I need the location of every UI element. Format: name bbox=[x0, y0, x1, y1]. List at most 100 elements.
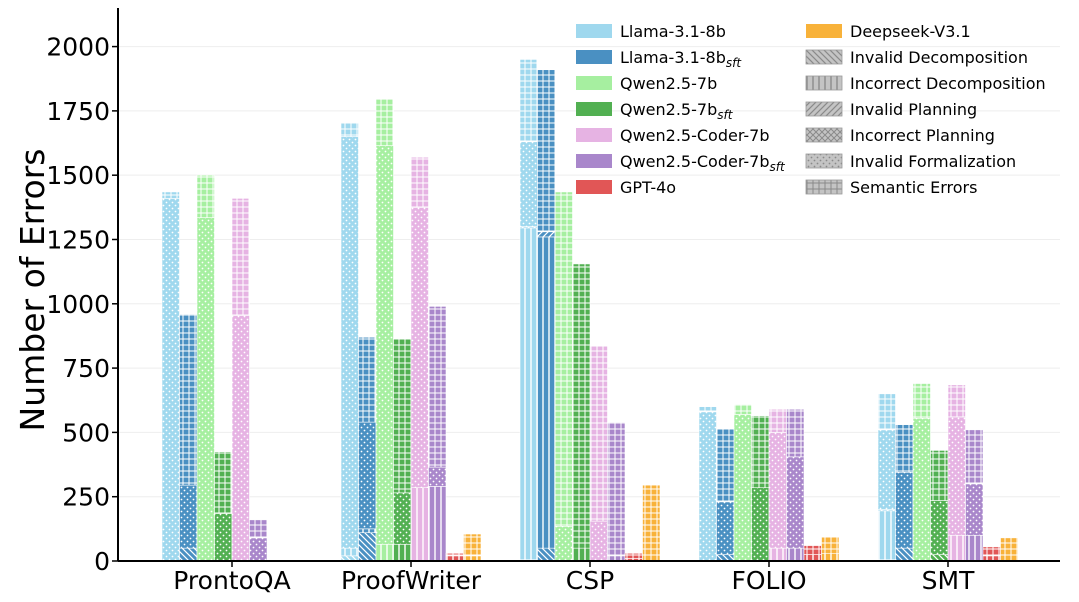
y-tick-label: 1500 bbox=[46, 161, 110, 190]
axes: 0 250 500 750 1000 1250 1500 1750 2000 ProntoQA Pr… bbox=[46, 8, 1060, 595]
legend-swatch bbox=[576, 24, 612, 38]
x-tick-label-smt: SMT bbox=[922, 566, 975, 595]
bar-segment-Qwen2.5-Coder-7b_sft-ProntoQA-semantic-errors bbox=[249, 519, 268, 539]
bar-segment-Qwen2.5-7b_sft-ProofWriter-invalid-formalization bbox=[393, 492, 412, 545]
bar-segment-Qwen2.5-Coder-7b-ProofWriter-incorrect-decomposition bbox=[410, 487, 429, 562]
bar-segment-Qwen2.5-7b_sft-FOLIO-semantic-errors bbox=[751, 415, 770, 488]
legend-label: Incorrect Planning bbox=[850, 126, 995, 145]
bar-segment-Deepseek-V3.1-ProofWriter-semantic-errors bbox=[463, 533, 482, 557]
legend-label: Invalid Decomposition bbox=[850, 48, 1028, 67]
legend-item-qwen2.5-7b_sft: Qwen2.5-7bsft bbox=[576, 100, 734, 122]
bar-segment-Llama-3.1-8b-CSP-invalid-formalization bbox=[519, 141, 538, 227]
bar-segment-Qwen2.5-Coder-7b-ProofWriter-semantic-errors bbox=[410, 156, 429, 208]
bar-segment-Qwen2.5-7b-CSP-invalid-formalization bbox=[554, 525, 573, 562]
bar-segment-Llama-3.1-8b_sft-CSP-semantic-errors bbox=[537, 69, 556, 233]
legend-item-gpt-4o: GPT-4o bbox=[576, 178, 676, 197]
bar-segment-Qwen2.5-7b_sft-SMT-invalid-formalization bbox=[930, 500, 949, 555]
legend-swatch bbox=[805, 49, 843, 65]
bar-segment-Llama-3.1-8b-ProntoQA-invalid-formalization bbox=[161, 198, 180, 562]
y-tick-label: 500 bbox=[62, 418, 110, 447]
y-tick-label: 250 bbox=[62, 483, 110, 512]
bar-segment-Qwen2.5-7b-ProntoQA-semantic-errors bbox=[196, 174, 215, 218]
bar-segment-Qwen2.5-7b-ProofWriter-incorrect-decomposition bbox=[375, 543, 394, 562]
bar-segment-Qwen2.5-Coder-7b-ProofWriter-invalid-formalization bbox=[410, 207, 429, 488]
legend-label: Llama-3.1-8b bbox=[620, 22, 726, 41]
legend-item-qwen2.5-coder-7b_sft: Qwen2.5-Coder-7bsft bbox=[576, 152, 786, 174]
bar-segment-Qwen2.5-7b_sft-ProofWriter-incorrect-decomposition bbox=[393, 543, 412, 562]
bar-segment-Qwen2.5-7b-FOLIO-invalid-formalization bbox=[733, 414, 752, 562]
bar-segment-Qwen2.5-Coder-7b-ProntoQA-semantic-errors bbox=[231, 198, 250, 316]
y-tick-label: 1250 bbox=[46, 225, 110, 254]
bar-segment-Llama-3.1-8b_sft-SMT-invalid-formalization bbox=[895, 471, 914, 549]
bar-segment-Deepseek-V3.1-CSP-semantic-errors bbox=[642, 484, 661, 562]
legend-swatch bbox=[805, 101, 843, 117]
legend-swatch bbox=[576, 50, 612, 64]
bar-segment-Llama-3.1-8b-CSP-incorrect-decomposition bbox=[519, 227, 538, 561]
bar-segment-Llama-3.1-8b-SMT-invalid-formalization bbox=[877, 429, 896, 510]
bar-segment-Llama-3.1-8b_sft-CSP-invalid-planning bbox=[537, 231, 556, 238]
legend-swatch bbox=[805, 153, 843, 169]
legend-label: Invalid Formalization bbox=[850, 152, 1016, 171]
y-axis-label: Number of Errors bbox=[13, 149, 52, 432]
x-tick-label-folio: FOLIO bbox=[731, 566, 806, 595]
bar-segment-Llama-3.1-8b_sft-ProntoQA-semantic-errors bbox=[179, 313, 198, 486]
legend-label: Qwen2.5-7b bbox=[620, 74, 717, 93]
legend-label: Semantic Errors bbox=[850, 178, 977, 197]
legend-item-incorrect-decomposition: Incorrect Decomposition bbox=[805, 74, 1046, 93]
bar-segment-Deepseek-V3.1-SMT-semantic-errors bbox=[1000, 537, 1019, 562]
legend-swatch bbox=[576, 180, 612, 194]
bar-segment-Qwen2.5-Coder-7b_sft-FOLIO-incorrect-decomposition bbox=[786, 547, 805, 562]
legend-swatch bbox=[576, 128, 612, 142]
bar-segment-Llama-3.1-8b-ProofWriter-invalid-formalization bbox=[340, 136, 359, 549]
bar-segment-Llama-3.1-8b_sft-FOLIO-semantic-errors bbox=[716, 428, 735, 503]
bar-segment-Qwen2.5-7b_sft-ProntoQA-invalid-formalization bbox=[214, 513, 233, 562]
bar-segment-Qwen2.5-Coder-7b_sft-ProofWriter-semantic-errors bbox=[428, 306, 447, 468]
legend-item-qwen2.5-coder-7b: Qwen2.5-Coder-7b bbox=[576, 126, 770, 145]
legend-label: GPT-4o bbox=[620, 178, 676, 197]
bar-segment-Llama-3.1-8b-ProntoQA-semantic-errors bbox=[161, 191, 180, 199]
legend-item-llama-3.1-8b_sft: Llama-3.1-8bsft bbox=[576, 48, 742, 70]
bar-segment-Qwen2.5-Coder-7b-FOLIO-incorrect-decomposition bbox=[768, 547, 787, 562]
bar-segment-Qwen2.5-7b_sft-FOLIO-invalid-formalization bbox=[751, 487, 770, 562]
bar-segment-Qwen2.5-Coder-7b-FOLIO-semantic-errors bbox=[768, 408, 787, 433]
bar-segment-Llama-3.1-8b_sft-SMT-invalid-decomposition bbox=[895, 547, 914, 562]
bar-segment-Qwen2.5-7b-CSP-semantic-errors bbox=[554, 191, 573, 527]
legend-swatch bbox=[805, 179, 843, 195]
legend-item-semantic-errors: Semantic Errors bbox=[805, 178, 977, 197]
legend-item-deepseek-v3.1: Deepseek-V3.1 bbox=[806, 22, 971, 41]
bar-segment-Llama-3.1-8b_sft-ProntoQA-invalid-decomposition bbox=[179, 547, 198, 562]
bar-segment-Qwen2.5-Coder-7b-CSP-semantic-errors bbox=[589, 345, 608, 522]
bar-segment-Qwen2.5-Coder-7b_sft-SMT-semantic-errors bbox=[965, 429, 984, 485]
bar-segment-Qwen2.5-Coder-7b_sft-SMT-incorrect-decomposition bbox=[965, 534, 984, 562]
legend-label: Qwen2.5-Coder-7b bbox=[620, 126, 770, 145]
x-tick-label-proofwriter: ProofWriter bbox=[341, 566, 482, 595]
y-tick-label: 750 bbox=[62, 354, 110, 383]
y-tick-label: 2000 bbox=[46, 33, 110, 62]
legend-label: Incorrect Decomposition bbox=[850, 74, 1046, 93]
bar-segment-Llama-3.1-8b-FOLIO-semantic-errors bbox=[698, 406, 717, 413]
bar-segment-Llama-3.1-8b-CSP-semantic-errors bbox=[519, 59, 538, 143]
legend-item-incorrect-planning: Incorrect Planning bbox=[805, 126, 995, 145]
legend-swatch bbox=[576, 102, 612, 116]
bar-segment-Qwen2.5-7b-SMT-semantic-errors bbox=[912, 383, 931, 419]
bar-segment-Llama-3.1-8b_sft-CSP-invalid-decomposition bbox=[537, 547, 556, 562]
legend-swatch bbox=[805, 127, 843, 143]
bar-segment-Qwen2.5-7b-ProntoQA-invalid-formalization bbox=[196, 217, 215, 562]
bar-segment-Llama-3.1-8b_sft-FOLIO-invalid-formalization bbox=[716, 501, 735, 555]
legend-swatch bbox=[576, 76, 612, 90]
bar-segment-Qwen2.5-7b-ProofWriter-semantic-errors bbox=[375, 99, 394, 146]
bar-segment-Qwen2.5-7b-ProofWriter-invalid-formalization bbox=[375, 145, 394, 545]
legend-label: Invalid Planning bbox=[850, 100, 977, 119]
bar-segment-Qwen2.5-Coder-7b-CSP-invalid-formalization bbox=[589, 520, 608, 562]
bar-segment-Deepseek-V3.1-FOLIO-incorrect-decomposition bbox=[821, 552, 840, 562]
bar-segment-Qwen2.5-Coder-7b-FOLIO-invalid-formalization bbox=[768, 432, 787, 549]
legend-swatch bbox=[806, 24, 842, 38]
bar-segment-Llama-3.1-8b-SMT-incorrect-decomposition bbox=[877, 510, 896, 561]
bar-segment-GPT-4o-FOLIO-semantic-errors bbox=[803, 545, 822, 555]
bar-segment-Qwen2.5-7b_sft-CSP-semantic-errors bbox=[572, 263, 591, 549]
legend-swatch bbox=[805, 75, 843, 91]
legend-item-llama-3.1-8b: Llama-3.1-8b bbox=[576, 22, 726, 41]
bar-segment-Qwen2.5-Coder-7b_sft-CSP-semantic-errors bbox=[607, 421, 626, 557]
bar-segment-GPT-4o-SMT-semantic-errors bbox=[982, 546, 1001, 557]
